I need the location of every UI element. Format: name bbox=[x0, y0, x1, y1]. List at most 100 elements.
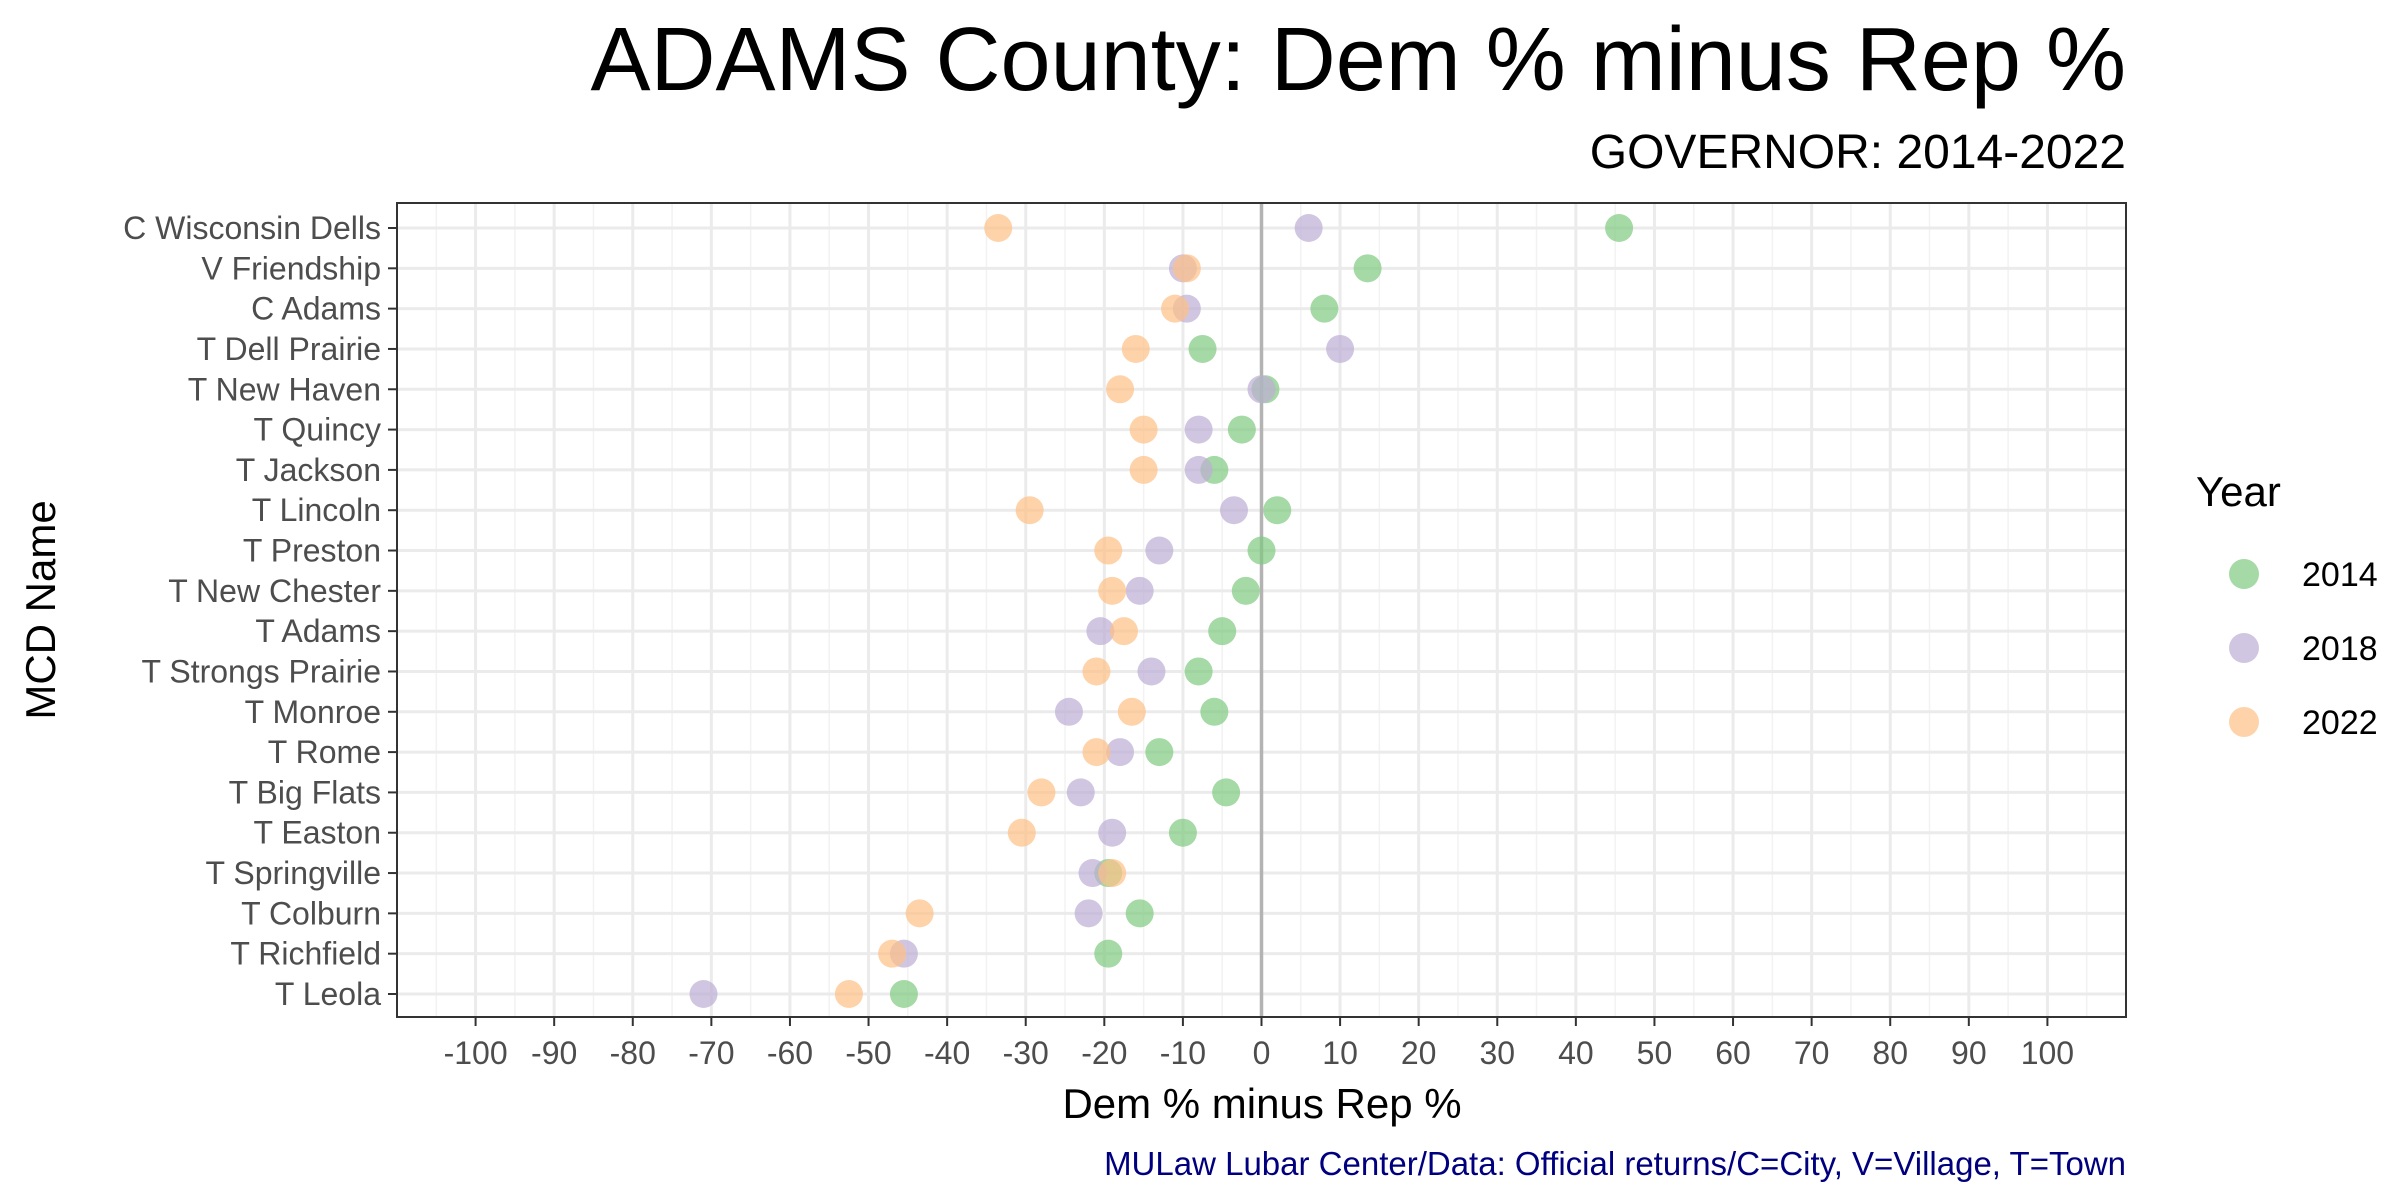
legend-label-2014: 2014 bbox=[2302, 556, 2378, 594]
point-2018 bbox=[1219, 496, 1248, 525]
y-tick-label: T Richfield bbox=[230, 936, 381, 972]
point-2014 bbox=[1188, 334, 1217, 363]
x-tick-label: -80 bbox=[610, 1035, 656, 1071]
x-tick-label: -70 bbox=[688, 1035, 734, 1071]
point-2014 bbox=[1184, 657, 1213, 686]
point-2022 bbox=[1098, 859, 1127, 888]
point-2022 bbox=[1082, 738, 1111, 767]
point-2022 bbox=[1027, 778, 1056, 807]
x-tick-label: 0 bbox=[1253, 1035, 1271, 1071]
x-tick-label: -10 bbox=[1160, 1035, 1206, 1071]
point-2018 bbox=[1098, 818, 1127, 847]
x-axis: -100 -90 -80 -70 -60 -50 -40 -30 -20 -10 0 10 20 30 40… bbox=[444, 1017, 2074, 1071]
x-tick-label: 50 bbox=[1637, 1035, 1673, 1071]
point-2014 bbox=[1208, 617, 1237, 646]
x-tick-label: 20 bbox=[1401, 1035, 1437, 1071]
point-2014 bbox=[1353, 254, 1382, 283]
point-2014 bbox=[1247, 536, 1276, 565]
y-tick-label: T Rome bbox=[268, 734, 381, 770]
y-tick-label: T Preston bbox=[243, 533, 381, 569]
point-2014 bbox=[1125, 899, 1154, 928]
point-2014 bbox=[1605, 214, 1634, 242]
point-2022 bbox=[834, 980, 863, 1008]
point-2018 bbox=[1137, 657, 1166, 686]
x-tick-label: 80 bbox=[1872, 1035, 1908, 1071]
chart-subtitle: GOVERNOR: 2014-2022 bbox=[1590, 126, 2126, 179]
x-tick-label: -100 bbox=[444, 1035, 508, 1071]
point-2022 bbox=[905, 899, 934, 928]
x-tick-label: -30 bbox=[1003, 1035, 1049, 1071]
point-2018 bbox=[1074, 899, 1103, 928]
x-tick-label: 10 bbox=[1322, 1035, 1358, 1071]
point-2014 bbox=[1212, 778, 1241, 807]
x-tick-label: -90 bbox=[531, 1035, 577, 1071]
point-2014 bbox=[1145, 738, 1174, 767]
y-tick-label: T Easton bbox=[254, 815, 381, 851]
point-2022 bbox=[1172, 254, 1201, 283]
point-2018 bbox=[1078, 859, 1107, 888]
legend-title: Year bbox=[2196, 468, 2281, 515]
point-2022 bbox=[984, 214, 1013, 242]
legend: Year 2014 2018 2022 bbox=[2196, 468, 2378, 742]
point-2022 bbox=[1129, 455, 1158, 484]
x-axis-title: Dem % minus Rep % bbox=[1062, 1080, 1461, 1127]
x-tick-label: -60 bbox=[767, 1035, 813, 1071]
point-2022 bbox=[1117, 697, 1146, 726]
y-tick-label: T Colburn bbox=[241, 895, 381, 931]
y-tick-label: T Dell Prairie bbox=[197, 331, 381, 367]
x-tick-label: 30 bbox=[1479, 1035, 1515, 1071]
y-tick-label: T Leola bbox=[275, 976, 381, 1012]
point-2022 bbox=[1015, 496, 1044, 525]
point-2018 bbox=[1326, 334, 1355, 363]
data-points bbox=[689, 214, 1634, 1008]
point-2018 bbox=[1066, 778, 1095, 807]
legend-items: 2014 2018 2022 bbox=[2229, 556, 2378, 742]
point-2022 bbox=[1094, 536, 1123, 565]
point-2018 bbox=[1086, 617, 1115, 646]
x-tick-label: 70 bbox=[1794, 1035, 1830, 1071]
point-2022 bbox=[1109, 617, 1138, 646]
x-tick-label: -50 bbox=[845, 1035, 891, 1071]
y-tick-label: T Monroe bbox=[245, 694, 381, 730]
y-axis: C Wisconsin Dells V Friendship C Adams T De… bbox=[123, 210, 397, 1012]
point-2014 bbox=[1310, 294, 1339, 323]
point-2014 bbox=[1263, 496, 1292, 525]
y-tick-label: T New Haven bbox=[188, 371, 381, 407]
legend-key-2022 bbox=[2229, 707, 2259, 737]
legend-label-2018: 2018 bbox=[2302, 630, 2378, 668]
x-tick-label: -20 bbox=[1081, 1035, 1127, 1071]
x-tick-label: 100 bbox=[2021, 1035, 2074, 1071]
point-2014 bbox=[1168, 818, 1197, 847]
point-2018 bbox=[1106, 738, 1135, 767]
y-tick-label: T Strongs Prairie bbox=[142, 653, 382, 689]
point-2018 bbox=[1247, 375, 1276, 404]
point-2018 bbox=[1184, 455, 1213, 484]
caption: MULaw Lubar Center/Data: Official return… bbox=[1104, 1145, 2126, 1182]
y-tick-label: C Wisconsin Dells bbox=[123, 210, 381, 246]
point-2022 bbox=[1121, 334, 1150, 363]
y-tick-label: T Quincy bbox=[254, 412, 381, 448]
point-2022 bbox=[1082, 657, 1111, 686]
point-2018 bbox=[689, 980, 718, 1008]
point-2022 bbox=[1007, 818, 1036, 847]
chart-title: ADAMS County: Dem % minus Rep % bbox=[591, 10, 2127, 110]
legend-key-2018 bbox=[2229, 633, 2259, 663]
point-2018 bbox=[1184, 415, 1213, 444]
y-tick-label: T Lincoln bbox=[252, 492, 381, 528]
point-2022 bbox=[1098, 576, 1127, 605]
y-tick-label: T Jackson bbox=[236, 452, 381, 488]
point-2018 bbox=[1125, 576, 1154, 605]
point-2018 bbox=[1294, 214, 1323, 242]
legend-label-2022: 2022 bbox=[2302, 704, 2378, 742]
y-tick-label: T Big Flats bbox=[229, 774, 381, 810]
y-axis-title: MCD Name bbox=[17, 500, 64, 719]
point-2018 bbox=[1145, 536, 1174, 565]
point-2014 bbox=[889, 980, 918, 1008]
x-tick-label: -40 bbox=[924, 1035, 970, 1071]
y-tick-label: V Friendship bbox=[201, 250, 381, 286]
x-tick-label: 60 bbox=[1715, 1035, 1751, 1071]
x-tick-label: 90 bbox=[1951, 1035, 1987, 1071]
point-2018 bbox=[1054, 697, 1083, 726]
y-tick-label: T Adams bbox=[255, 613, 381, 649]
